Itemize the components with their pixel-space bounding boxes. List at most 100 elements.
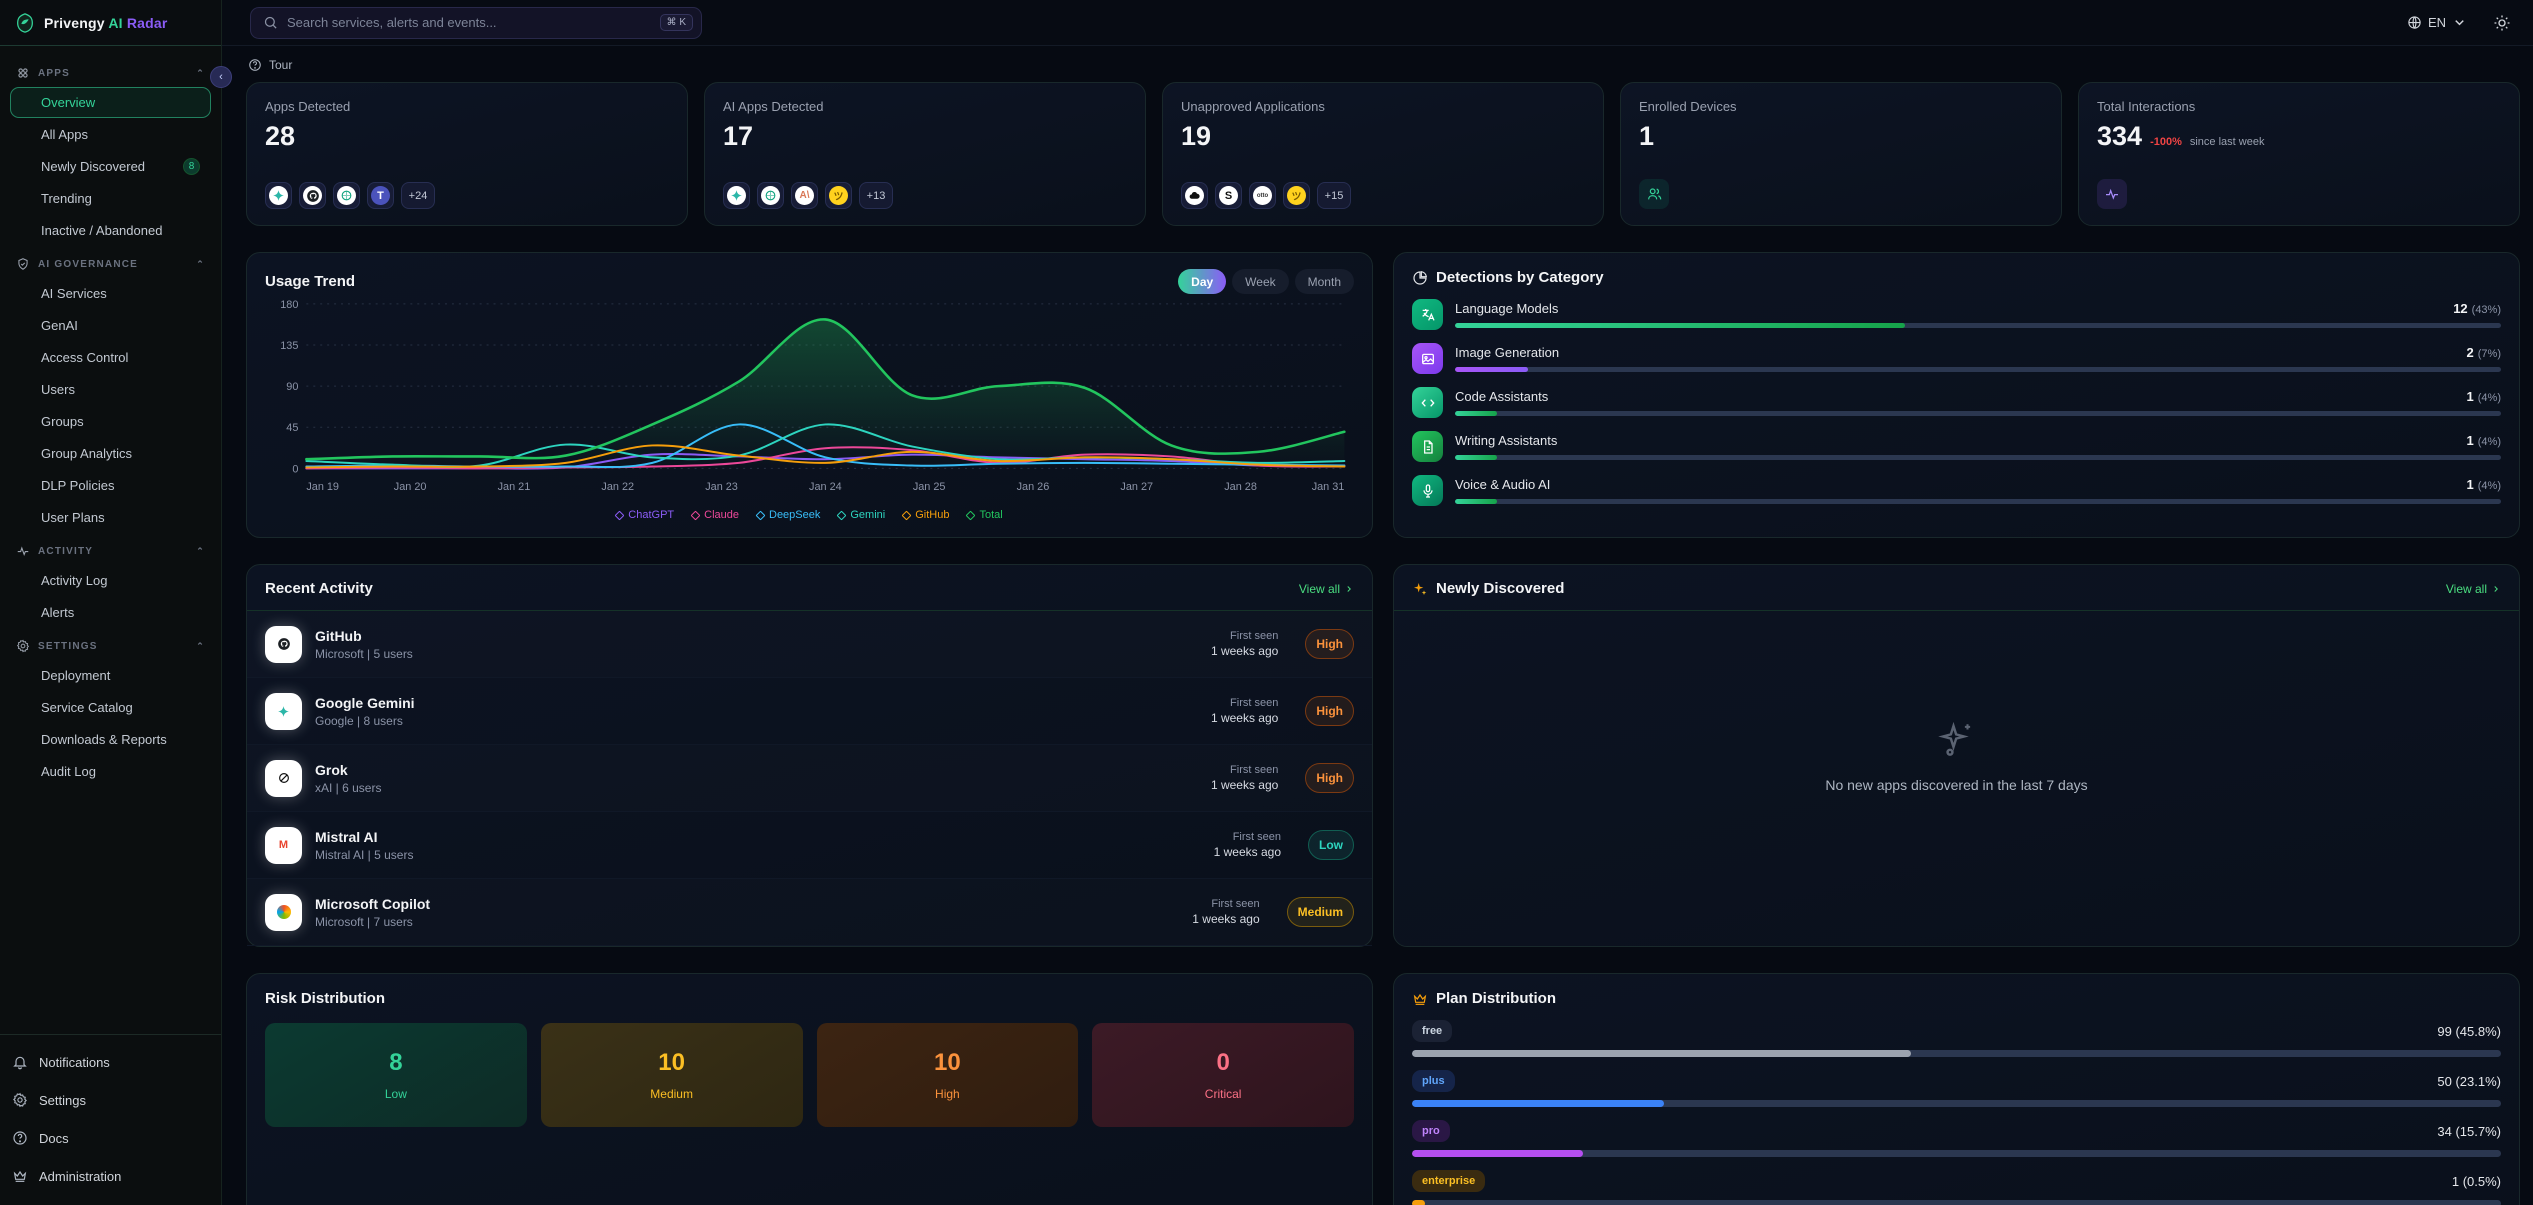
sidebar-footer: Notifications Settings Docs Administration: [0, 1034, 221, 1205]
more-apps-chip[interactable]: +24: [401, 182, 435, 209]
stat-card-apps: [2097, 179, 2501, 209]
activity-subtitle: Mistral AI | 5 users: [315, 847, 414, 862]
sidebar-section-header[interactable]: AI GOVERNANCE ⌃: [10, 247, 211, 277]
sidebar-item-activity-log[interactable]: Activity Log: [10, 565, 211, 596]
legend-item-chatgpt[interactable]: ChatGPT: [614, 509, 674, 521]
risk-card-label: High: [935, 1087, 960, 1101]
activity-first-seen: First seen 1 weeks ago: [1214, 831, 1281, 859]
trend-toggle-month[interactable]: Month: [1294, 269, 1354, 294]
sidebar-section-label: SETTINGS: [38, 640, 98, 652]
sidebar-item-inactive-abandoned[interactable]: Inactive / Abandoned: [10, 215, 211, 246]
sidebar-item-audit-log[interactable]: Audit Log: [10, 756, 211, 787]
risk-card-value: 10: [658, 1049, 685, 1076]
sidebar-section-header[interactable]: SETTINGS ⌃: [10, 629, 211, 659]
more-apps-chip[interactable]: +15: [1317, 182, 1351, 209]
sidebar-footer-docs[interactable]: Docs: [12, 1119, 209, 1157]
detection-row[interactable]: Image Generation 2 (7%): [1412, 343, 2501, 374]
trend-toggle-day[interactable]: Day: [1178, 269, 1227, 294]
newly-view-all-link[interactable]: View all: [2446, 582, 2501, 596]
trend-toggle-week[interactable]: Week: [1232, 269, 1289, 294]
detection-row[interactable]: Code Assistants 1 (4%): [1412, 387, 2501, 418]
sidebar-item-groups[interactable]: Groups: [10, 406, 211, 437]
newly-discovered-title: Newly Discovered: [1412, 580, 1564, 597]
svg-text:0: 0: [292, 463, 298, 475]
huggingface-logo-icon: ツ: [1283, 182, 1310, 209]
sidebar-section-header[interactable]: ACTIVITY ⌃: [10, 534, 211, 564]
stat-card-delta-note: since last week: [2189, 136, 2265, 148]
more-apps-chip[interactable]: +13: [859, 182, 893, 209]
activity-row[interactable]: GitHub Microsoft | 5 users First seen 1 wee…: [247, 611, 1372, 678]
activity-row[interactable]: Microsoft Copilot Microsoft | 7 users Firs…: [247, 879, 1372, 946]
legend-label: Gemini: [850, 509, 886, 521]
recent-view-all-link[interactable]: View all: [1299, 582, 1354, 596]
legend-item-deepseek[interactable]: DeepSeek: [755, 509, 821, 521]
legend-item-claude[interactable]: Claude: [690, 509, 739, 521]
sidebar-item-group-analytics[interactable]: Group Analytics: [10, 438, 211, 469]
detection-row[interactable]: Language Models 12 (43%): [1412, 299, 2501, 330]
detection-body: Image Generation 2 (7%): [1455, 345, 2501, 372]
detection-body: Voice & Audio AI 1 (4%): [1455, 477, 2501, 504]
chevron-right-icon: [2494, 585, 2498, 592]
plan-row-pro: pro 34 (15.7%): [1412, 1120, 2501, 1157]
sidebar-item-dlp-policies[interactable]: DLP Policies: [10, 470, 211, 501]
sidebar-item-downloads-reports[interactable]: Downloads & Reports: [10, 724, 211, 755]
sidebar-item-service-catalog[interactable]: Service Catalog: [10, 692, 211, 723]
activity-row[interactable]: Grok xAI | 6 users First seen 1 weeks ago Hi…: [247, 745, 1372, 812]
sidebar-item-users[interactable]: Users: [10, 374, 211, 405]
sidebar-footer-notifications[interactable]: Notifications: [12, 1043, 209, 1081]
brand-logo[interactable]: Privengy AI Radar: [0, 0, 221, 46]
sidebar-item-deployment[interactable]: Deployment: [10, 660, 211, 691]
pulse-icon: [16, 544, 30, 558]
detection-row[interactable]: Voice & Audio AI 1 (4%): [1412, 475, 2501, 506]
sidebar-item-all-apps[interactable]: All Apps: [10, 119, 211, 150]
detection-top: Voice & Audio AI 1 (4%): [1455, 477, 2501, 492]
search-input[interactable]: [287, 15, 651, 30]
plan-list: free 99 (45.8%) plus 50 (23.1%) pro 34 (15.7%…: [1412, 1020, 2501, 1205]
newly-empty-state: No new apps discovered in the last 7 day…: [1394, 611, 2519, 901]
plan-tier-badge: free: [1412, 1020, 1453, 1042]
theme-toggle-sun-icon[interactable]: [2493, 14, 2511, 32]
sidebar-collapse-button[interactable]: ‹: [210, 66, 232, 88]
sidebar-item-newly-discovered[interactable]: Newly Discovered 8: [10, 151, 211, 182]
gemini-logo-icon: [265, 182, 292, 209]
risk-badge: Medium: [1286, 897, 1354, 927]
legend-label: DeepSeek: [769, 509, 821, 521]
sidebar-item-genai[interactable]: GenAI: [10, 310, 211, 341]
code-icon: [1412, 387, 1443, 418]
svg-text:45: 45: [286, 422, 298, 434]
sidebar-item-overview[interactable]: Overview: [10, 87, 211, 118]
risk-cards: 8 Low 10 Medium 10 High 0 Critical: [265, 1023, 1354, 1127]
activity-subtitle: Google | 8 users: [315, 713, 403, 728]
sidebar-item-ai-services[interactable]: AI Services: [10, 278, 211, 309]
doc-icon: [1412, 431, 1443, 462]
plan-row-top: enterprise 1 (0.5%): [1412, 1170, 2501, 1192]
language-selector[interactable]: EN: [2407, 15, 2467, 30]
legend-item-total[interactable]: Total: [966, 509, 1003, 521]
sidebar-item-alerts[interactable]: Alerts: [10, 597, 211, 628]
sidebar-item-label: GenAI: [41, 318, 78, 333]
detection-progress-fill: [1455, 411, 1497, 416]
activity-row[interactable]: M Mistral AI Mistral AI | 5 users First see…: [247, 812, 1372, 879]
detection-value: 12: [2453, 301, 2468, 316]
detection-row[interactable]: Writing Assistants 1 (4%): [1412, 431, 2501, 462]
legend-item-github[interactable]: GitHub: [901, 509, 949, 521]
activity-app-name: Grok: [315, 761, 348, 778]
detection-progress-fill: [1455, 499, 1497, 504]
activity-row[interactable]: Google Gemini Google | 8 users First seen 1…: [247, 678, 1372, 745]
legend-item-gemini[interactable]: Gemini: [836, 509, 886, 521]
plan-progress-fill: [1412, 1200, 1426, 1205]
svg-text:Jan 21: Jan 21: [498, 481, 531, 493]
sidebar-item-user-plans[interactable]: User Plans: [10, 502, 211, 533]
activity-info: Microsoft Copilot Microsoft | 7 users: [315, 896, 430, 929]
sidebar-section-header[interactable]: APPS ⌃: [10, 56, 211, 86]
sidebar-item-access-control[interactable]: Access Control: [10, 342, 211, 373]
sidebar-item-label: Access Control: [41, 350, 129, 365]
tour-button[interactable]: Tour: [246, 56, 316, 82]
sidebar-footer-administration[interactable]: Administration: [12, 1157, 209, 1195]
sidebar-footer-settings[interactable]: Settings: [12, 1081, 209, 1119]
activity-subtitle: Microsoft | 5 users: [315, 646, 413, 661]
global-search[interactable]: ⌘ K: [250, 6, 702, 39]
sidebar-item-trending[interactable]: Trending: [10, 183, 211, 214]
sidebar-item-label: All Apps: [41, 127, 88, 142]
